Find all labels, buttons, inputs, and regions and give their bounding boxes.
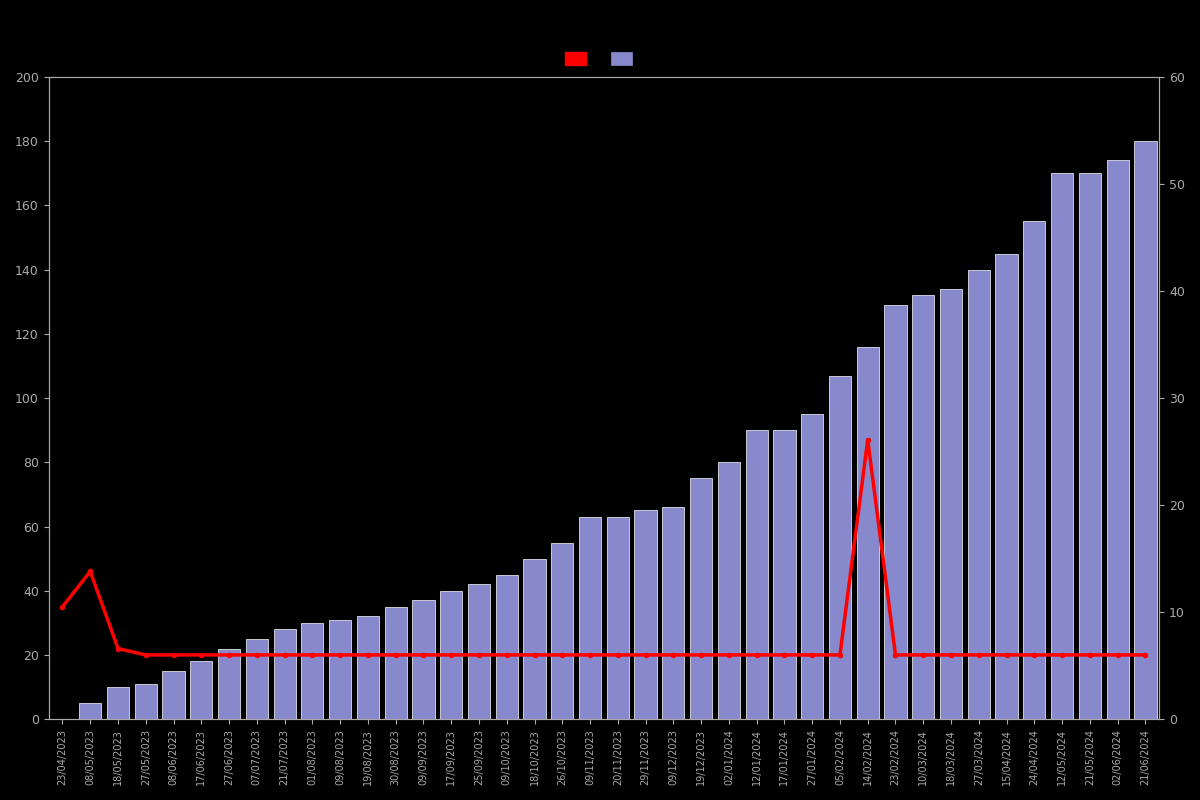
Bar [1079, 174, 1100, 719]
Bar [329, 620, 352, 719]
Bar [1051, 174, 1073, 719]
Bar [384, 606, 407, 719]
Bar [884, 305, 906, 719]
Bar [940, 289, 962, 719]
Bar [578, 517, 601, 719]
Bar [996, 254, 1018, 719]
Bar [1134, 142, 1157, 719]
Bar [551, 542, 574, 719]
Bar [107, 687, 130, 719]
Bar [246, 639, 268, 719]
Bar [1024, 222, 1045, 719]
Bar [440, 590, 462, 719]
Bar [607, 517, 629, 719]
Bar [829, 376, 851, 719]
Bar [274, 630, 295, 719]
Bar [773, 430, 796, 719]
Bar [662, 507, 684, 719]
Bar [967, 270, 990, 719]
Bar [218, 649, 240, 719]
Bar [356, 617, 379, 719]
Bar [79, 703, 101, 719]
Bar [523, 558, 546, 719]
Bar [413, 600, 434, 719]
Bar [162, 671, 185, 719]
Legend: , : , [558, 46, 649, 74]
Bar [1106, 161, 1129, 719]
Bar [301, 623, 324, 719]
Bar [857, 346, 878, 719]
Bar [635, 510, 656, 719]
Bar [718, 462, 740, 719]
Bar [690, 478, 713, 719]
Bar [134, 684, 157, 719]
Bar [496, 574, 518, 719]
Bar [191, 662, 212, 719]
Bar [912, 295, 935, 719]
Bar [802, 414, 823, 719]
Bar [745, 430, 768, 719]
Bar [468, 584, 490, 719]
